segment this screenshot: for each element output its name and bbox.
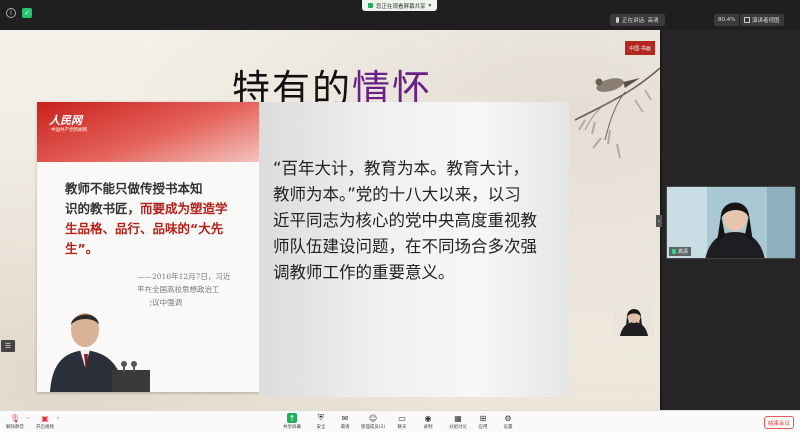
attribution-line: 平在全国高校思想政治工	[137, 283, 255, 296]
info-icon[interactable]: i	[6, 8, 16, 18]
record-button[interactable]: ◉ 录制	[416, 413, 440, 430]
record-label: 录制	[424, 424, 433, 430]
participants-icon: ☺	[368, 413, 378, 423]
start-video-label: 开启视频	[36, 424, 54, 430]
mic-icon	[672, 249, 676, 254]
attribution-line: ——2016年12月7日，习近	[137, 270, 255, 283]
apps-icon: ⊞	[478, 413, 488, 423]
card-logo-sub: 中国共产党新闻网	[51, 128, 111, 134]
grid-icon	[744, 17, 750, 23]
body-line: “百年大计，教育为本。教育大计，	[273, 156, 569, 182]
body-line: 师队伍建设问题，在不同场合多次强	[273, 234, 569, 260]
card-attribution: ——2016年12月7日，习近 平在全国高校思想政治工 作会议中强调	[137, 270, 255, 309]
shield-icon[interactable]: ✓	[22, 8, 32, 18]
quote-line: 教师不能只做传授书本知	[65, 179, 255, 199]
body-line: 近平同志为核心的党中央高度重视教	[273, 208, 569, 234]
chevron-up-icon[interactable]: ^	[56, 417, 60, 423]
participant-name: 高清	[678, 248, 688, 255]
start-video-button[interactable]: ▣ 开启视频	[33, 413, 57, 430]
view-switcher[interactable]: 演讲者视图	[740, 14, 784, 26]
chat-icon: ▭	[397, 413, 407, 423]
apps-label: 应用	[479, 424, 488, 430]
chat-button[interactable]: ▭ 聊天	[390, 413, 414, 430]
apps-button[interactable]: ⊞ 应用	[471, 413, 495, 430]
quote-line-emphasis: 生品格、品行、品味的“大先	[65, 219, 255, 239]
share-screen-icon: ↑	[287, 413, 297, 423]
security-button[interactable]: ⛨ 安全	[309, 413, 333, 430]
seal-text: 中国·书画	[629, 45, 651, 52]
manage-participants-label: 管理成员(2)	[361, 424, 385, 430]
card-logo: 人民网	[49, 112, 82, 128]
invite-label: 邀请	[341, 424, 350, 430]
breakout-icon: ▦	[453, 413, 463, 423]
body-line: 调教师工作的重要意义。	[273, 260, 569, 286]
participant-video[interactable]: 高清	[666, 186, 796, 259]
muted-mic-icon: 🎙	[10, 413, 20, 423]
breakout-rooms-label: 分组讨论	[449, 424, 467, 430]
invite-button[interactable]: ✉ 邀请	[333, 413, 357, 430]
bird-branch-illustration	[555, 60, 660, 180]
attribution-line: 作会议中强调	[137, 296, 255, 309]
share-screen-button[interactable]: ↑ 共享屏幕	[280, 413, 304, 430]
mic-icon	[616, 17, 619, 23]
unmute-button[interactable]: 🎙 解除静音	[3, 413, 27, 430]
speaking-indicator: 正在讲话: 高清	[610, 14, 665, 26]
zoom-label: 80.4%	[718, 17, 735, 23]
quote-line: 识的教书匠，	[65, 201, 140, 216]
share-label: 您正在观看屏幕共享	[376, 2, 426, 10]
meeting-toolbar: 🎙 解除静音 ^ ▣ 开启视频 ^ ↑ 共享屏幕 ⛨ 安全 ✉ 邀请 ☺ 管理成…	[0, 410, 800, 433]
body-line: 教师为本。”党的十八大以来，以习	[273, 182, 569, 208]
quote-card: 人民网 中国共产党新闻网 教师不能只做传授书本知 识的教书匠，而要成为塑造学 生…	[37, 102, 259, 392]
chevron-up-icon[interactable]: ^	[26, 417, 30, 423]
chat-label: 聊天	[398, 424, 407, 430]
zoom-level[interactable]: 80.4%	[714, 14, 739, 26]
settings-label: 设置	[504, 424, 513, 430]
record-icon: ◉	[423, 413, 433, 423]
slide-body-text: “百年大计，教育为本。教育大计， 教师为本。”党的十八大以来，以习 近平同志为核…	[273, 156, 569, 286]
shared-slide: 中国·书画 特有的情怀 人民网 中国共产党新闻网 教师不能只做传授书本知 识的教…	[0, 30, 660, 410]
quote-line-emphasis: 生”。	[65, 239, 255, 259]
video-off-icon: ▣	[40, 413, 50, 423]
quote-line-emphasis: 而要成为塑造学	[140, 201, 228, 216]
red-seal-stamp: 中国·书画	[625, 41, 655, 55]
gear-icon: ⚙	[503, 413, 513, 423]
chevron-down-icon: ▾	[429, 3, 432, 9]
manage-participants-button[interactable]: ☺ 管理成员(2)	[361, 413, 385, 430]
menu-icon[interactable]: ☰	[1, 340, 15, 352]
screen-share-banner[interactable]: 您正在观看屏幕共享 ▾	[362, 0, 437, 11]
presenter-thumbnail	[614, 300, 654, 336]
top-bar: i ✓ 您正在观看屏幕共享 ▾ 正在讲话: 高清 80.4% 演讲者视图	[0, 0, 800, 30]
card-quote: 教师不能只做传授书本知 识的教书匠，而要成为塑造学 生品格、品行、品味的“大先 …	[65, 179, 255, 259]
security-label: 安全	[317, 424, 326, 430]
end-meeting-button[interactable]: 结束会议	[764, 416, 794, 429]
unmute-label: 解除静音	[6, 424, 24, 430]
share-icon	[368, 3, 373, 8]
speaker-photo	[40, 292, 150, 392]
share-screen-label: 共享屏幕	[283, 424, 301, 430]
invite-icon: ✉	[340, 413, 350, 423]
participant-name-tag: 高清	[669, 247, 691, 256]
view-label: 演讲者视图	[752, 16, 780, 24]
shield-icon: ⛨	[316, 413, 326, 423]
settings-button[interactable]: ⚙ 设置	[496, 413, 520, 430]
breakout-rooms-button[interactable]: ▦ 分组讨论	[446, 413, 470, 430]
speaking-label: 正在讲话: 高清	[622, 16, 659, 24]
